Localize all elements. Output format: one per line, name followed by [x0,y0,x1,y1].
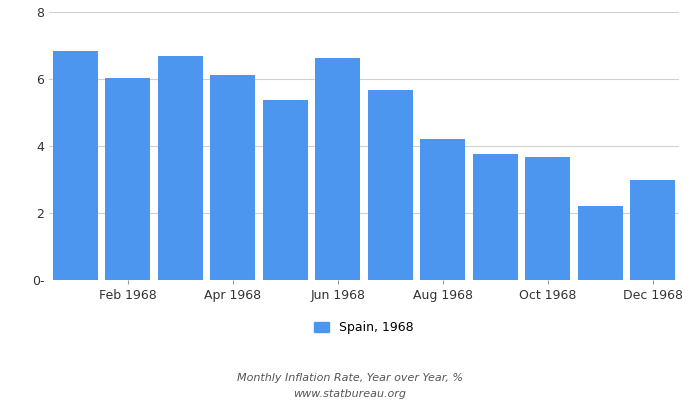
Bar [106,78,150,280]
Bar [368,90,412,280]
Bar [526,157,570,280]
Bar [211,75,255,280]
Bar [578,206,622,280]
Bar [421,139,465,280]
Bar [316,58,360,280]
Text: Monthly Inflation Rate, Year over Year, %: Monthly Inflation Rate, Year over Year, … [237,373,463,383]
Bar [263,100,307,280]
Text: www.statbureau.org: www.statbureau.org [293,389,407,399]
Legend: Spain, 1968: Spain, 1968 [314,321,414,334]
Bar [631,180,675,280]
Bar [53,50,97,280]
Bar [473,154,517,280]
Bar [158,56,202,280]
